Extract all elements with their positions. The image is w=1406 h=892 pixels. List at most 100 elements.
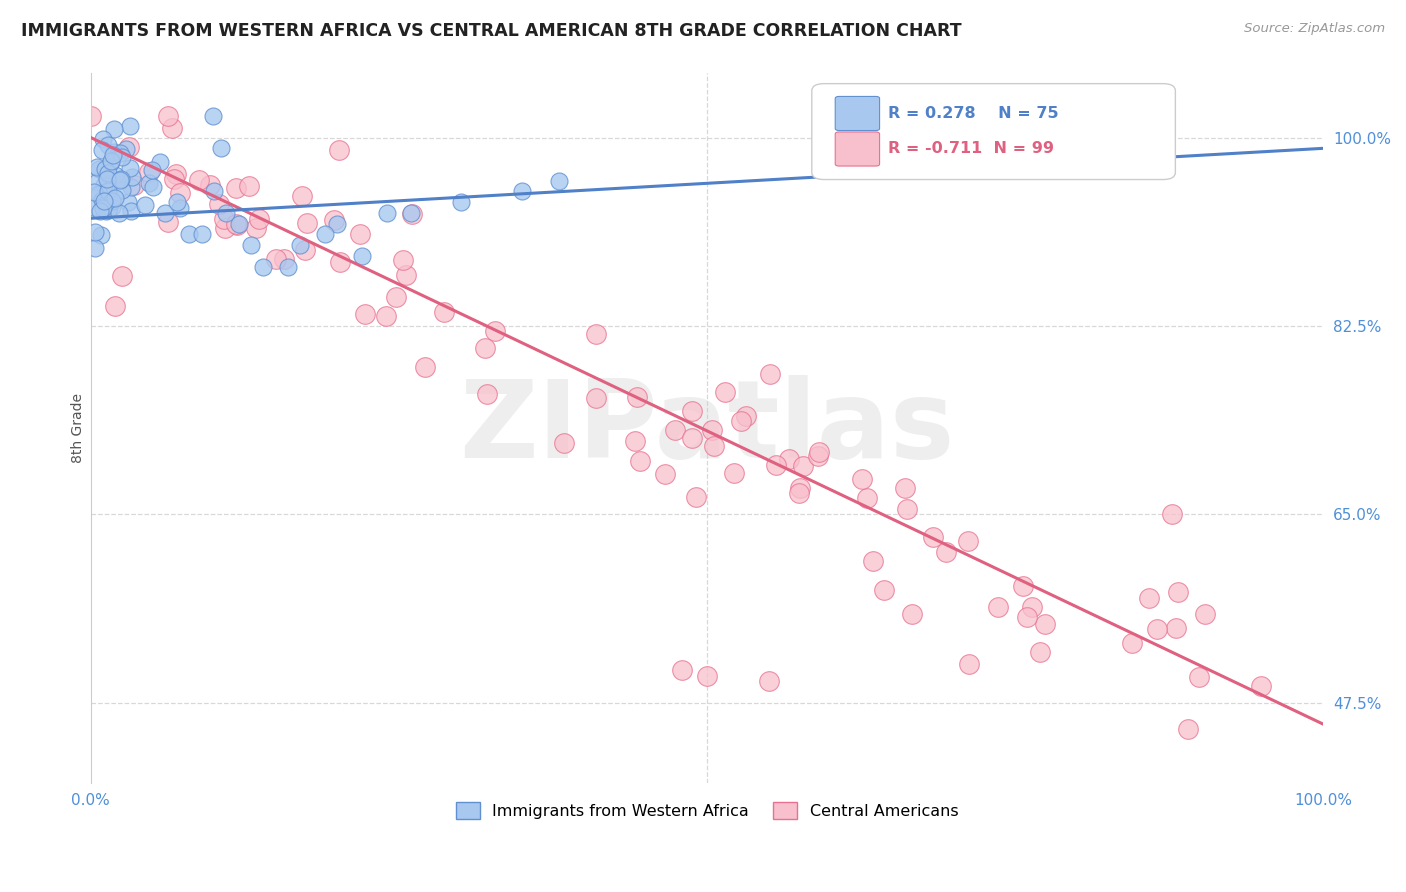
Point <box>277 260 299 274</box>
Point <box>120 180 142 194</box>
Point <box>104 169 127 183</box>
Point <box>94 168 117 182</box>
Point <box>1121 636 1143 650</box>
Point <box>115 143 138 157</box>
Point <box>685 490 707 504</box>
Point <box>83 241 105 255</box>
Point <box>450 195 472 210</box>
Point <box>134 197 156 211</box>
Point <box>91 201 114 215</box>
Point <box>664 423 686 437</box>
Point <box>245 220 267 235</box>
Point <box>1021 599 1043 614</box>
Point <box>294 244 316 258</box>
Point <box>225 181 247 195</box>
Text: R = 0.278    N = 75: R = 0.278 N = 75 <box>889 106 1059 121</box>
Point <box>153 206 176 220</box>
Point <box>399 206 422 220</box>
Point <box>201 109 224 123</box>
Point <box>808 444 831 458</box>
Y-axis label: 8th Grade: 8th Grade <box>72 393 86 463</box>
FancyBboxPatch shape <box>835 132 880 166</box>
Point <box>86 175 108 189</box>
Point <box>322 213 344 227</box>
Point <box>103 122 125 136</box>
Point <box>162 121 184 136</box>
Text: IMMIGRANTS FROM WESTERN AFRICA VS CENTRAL AMERICAN 8TH GRADE CORRELATION CHART: IMMIGRANTS FROM WESTERN AFRICA VS CENTRA… <box>21 22 962 40</box>
Point <box>86 160 108 174</box>
Point <box>202 185 225 199</box>
Point <box>1167 584 1189 599</box>
Point <box>787 486 810 500</box>
Point <box>108 146 131 161</box>
Text: Source: ZipAtlas.com: Source: ZipAtlas.com <box>1244 22 1385 36</box>
Point <box>97 202 120 217</box>
Point <box>628 454 651 468</box>
Point <box>110 172 132 186</box>
Legend: Immigrants from Western Africa, Central Americans: Immigrants from Western Africa, Central … <box>450 796 965 825</box>
Point <box>215 206 238 220</box>
Point <box>1161 507 1184 521</box>
Point <box>97 166 120 180</box>
Point <box>1188 670 1211 684</box>
Point <box>759 367 782 381</box>
Point <box>108 205 131 219</box>
Point <box>103 145 125 159</box>
Point <box>778 451 800 466</box>
Point <box>1166 621 1188 635</box>
Point <box>873 582 896 597</box>
Point <box>703 439 725 453</box>
Point <box>138 177 160 191</box>
Point <box>349 227 371 241</box>
Point <box>893 481 915 495</box>
Point <box>585 391 607 405</box>
Point <box>87 161 110 176</box>
Point <box>214 221 236 235</box>
Point <box>585 326 607 341</box>
Point <box>328 143 350 157</box>
Point <box>474 341 496 355</box>
Point <box>681 431 703 445</box>
Point <box>240 238 263 252</box>
Point <box>758 674 780 689</box>
Point <box>103 148 125 162</box>
Point <box>654 467 676 482</box>
Point <box>681 404 703 418</box>
Point <box>163 172 186 186</box>
Point <box>118 140 141 154</box>
Point <box>295 216 318 230</box>
Point <box>896 501 918 516</box>
Point <box>1146 622 1168 636</box>
Point <box>138 164 160 178</box>
Point <box>401 207 423 221</box>
Point <box>87 187 110 202</box>
Point <box>212 211 235 226</box>
Point <box>93 162 115 177</box>
Point <box>252 260 274 274</box>
Point <box>510 185 533 199</box>
Point <box>198 178 221 193</box>
Point <box>118 119 141 133</box>
Point <box>807 450 830 464</box>
Point <box>97 177 120 191</box>
Point <box>326 217 349 231</box>
Point <box>987 599 1010 614</box>
Point <box>91 132 114 146</box>
Point <box>1029 645 1052 659</box>
Point <box>290 238 312 252</box>
Point <box>484 325 506 339</box>
Point <box>385 290 408 304</box>
Text: R = -0.711  N = 99: R = -0.711 N = 99 <box>889 142 1054 156</box>
Point <box>1177 722 1199 736</box>
Point <box>111 183 134 197</box>
Point <box>375 206 398 220</box>
Point <box>91 143 114 157</box>
Point <box>97 184 120 198</box>
Point <box>82 200 104 214</box>
Point <box>375 310 398 324</box>
Point <box>700 423 723 437</box>
Point <box>956 534 979 549</box>
Point <box>121 170 143 185</box>
Point <box>80 109 103 123</box>
Point <box>696 669 718 683</box>
